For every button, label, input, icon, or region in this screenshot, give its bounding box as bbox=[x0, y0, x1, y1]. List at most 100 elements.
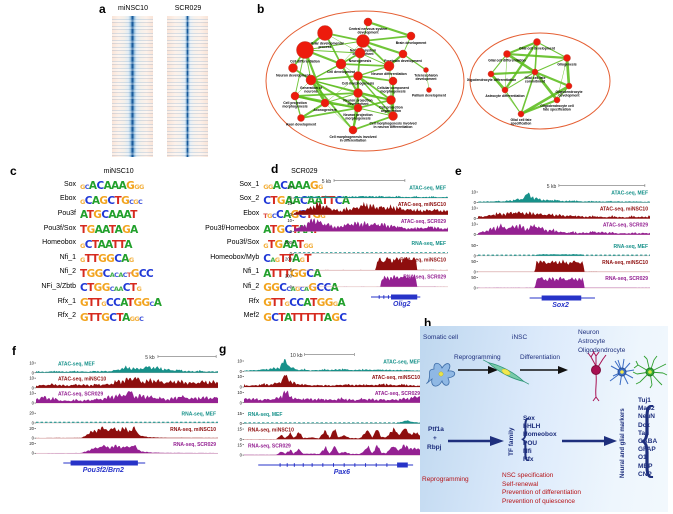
gene-exon-tick bbox=[286, 463, 288, 467]
signal-profile bbox=[244, 427, 422, 440]
track-label: ATAC-seq, MEF bbox=[58, 362, 95, 368]
motif-base: G bbox=[129, 314, 135, 323]
signal-profile bbox=[244, 374, 422, 387]
heatmap-label-minsc10: miNSC10 bbox=[118, 5, 148, 12]
motif-logo: ATTTGGCA bbox=[263, 264, 321, 280]
panel-g-tracks: 10 kb 10 0 ATAC-seq, MEF 10 0 ATAC-seq, miNSC1… bbox=[230, 350, 424, 481]
go-term-node bbox=[388, 111, 398, 121]
go-edge bbox=[506, 41, 538, 55]
track-ymin: 0 bbox=[32, 401, 35, 406]
track-ymin: 0 bbox=[290, 196, 293, 201]
go-edge bbox=[294, 92, 359, 97]
go-term-node bbox=[426, 87, 432, 93]
motif-base: A bbox=[292, 253, 300, 266]
reprogramming-red-label: Reprogramming bbox=[422, 476, 469, 483]
track-ymax: 10 bbox=[287, 218, 292, 223]
go-edge bbox=[357, 65, 390, 77]
motif-base: T bbox=[108, 224, 115, 237]
motif-base: T bbox=[130, 209, 137, 222]
go-edge bbox=[425, 69, 430, 91]
motif-base: A bbox=[94, 224, 103, 237]
go-term-node bbox=[563, 54, 571, 62]
motif-base: C bbox=[339, 311, 347, 324]
motif-base: G bbox=[290, 209, 300, 222]
panel-letter-b: b bbox=[257, 2, 265, 16]
atac-heatmap-minsc10 bbox=[112, 16, 153, 157]
motif-base: G bbox=[133, 197, 139, 206]
tf-brace: { bbox=[519, 409, 532, 466]
track-ymin: 0 bbox=[474, 216, 477, 221]
gene-exon-tick bbox=[322, 463, 324, 467]
go-edge bbox=[402, 53, 427, 71]
go-term-node bbox=[383, 60, 395, 72]
go-edge bbox=[367, 20, 412, 38]
motif-base: T bbox=[91, 253, 99, 266]
tf-family-label: TF family bbox=[508, 427, 515, 456]
go-term-label: Axonogenesis bbox=[313, 108, 336, 112]
motif-logo: GTTGCTAGGC bbox=[80, 308, 144, 324]
motif-base: G bbox=[263, 297, 272, 310]
motif-base: A bbox=[115, 209, 124, 222]
panel-letter-e: e bbox=[455, 164, 462, 178]
panel-letter-d: d bbox=[271, 162, 279, 176]
signal-profile bbox=[36, 365, 218, 373]
motif-base: C bbox=[300, 194, 308, 207]
motif-base: G bbox=[263, 241, 268, 250]
motif-base: C bbox=[289, 297, 297, 310]
factor-ptf1a: Ptf1a bbox=[428, 426, 444, 433]
motif-base: G bbox=[80, 256, 85, 265]
motif-logo: GCTATTTTTAGC bbox=[263, 308, 347, 324]
track-label: RNA-seq, MEF bbox=[182, 412, 216, 418]
tf-family-item: Homeobox bbox=[523, 431, 557, 439]
motif-base: A bbox=[302, 180, 310, 193]
track-label: RNA-seq, MEF bbox=[248, 412, 282, 418]
motif-row: Sox_1 GGACAAAGG bbox=[175, 177, 349, 192]
motif-base: G bbox=[80, 297, 88, 310]
track-ymin: 0 bbox=[474, 232, 477, 237]
motif-base: G bbox=[298, 267, 307, 280]
motif-base: C bbox=[263, 194, 271, 207]
go-term-node bbox=[348, 125, 358, 135]
motif-base: C bbox=[80, 282, 88, 295]
track-ymin: 0 bbox=[240, 400, 243, 405]
motif-base: A bbox=[287, 180, 295, 193]
fate-label: Neuron bbox=[578, 329, 600, 336]
motif-base: G bbox=[303, 241, 309, 250]
go-edge bbox=[324, 102, 359, 109]
track-ymin: 0 bbox=[32, 385, 35, 390]
track-label: ATAC-seq, MEF bbox=[611, 191, 648, 197]
go-term-label: Astrocyte differentiation bbox=[485, 94, 524, 98]
somatic-cell-label: Somatic cell bbox=[423, 334, 459, 341]
motif-base: T bbox=[296, 238, 304, 251]
motif-base: C bbox=[299, 285, 305, 294]
motif-base: A bbox=[323, 311, 332, 324]
go-edge bbox=[536, 41, 568, 59]
motif-base: G bbox=[320, 212, 326, 221]
nsc-function-item: Self-renewal bbox=[502, 480, 539, 488]
motif-row: Pou3f/Sox GTGAATGG bbox=[175, 235, 349, 250]
motif-base: T bbox=[277, 297, 285, 310]
motif-row: Rfx_1 GTTGCCATGGCA bbox=[14, 294, 162, 310]
go-term-label: Central nervous system development bbox=[349, 27, 387, 35]
track-ymin: 0 bbox=[240, 421, 243, 426]
signal-profile bbox=[294, 195, 448, 198]
motif-base: G bbox=[332, 300, 338, 309]
motif-base: T bbox=[126, 297, 134, 310]
motif-base: A bbox=[88, 180, 97, 193]
go-term-node bbox=[288, 63, 298, 73]
track-label: RNA-seq, SCR029 bbox=[605, 276, 648, 282]
go-edge bbox=[565, 57, 571, 87]
motif-row: Nfi_1 GTTGGCAG bbox=[14, 250, 161, 265]
motif-base: T bbox=[86, 209, 94, 222]
motif-name: Rfx_2 bbox=[57, 312, 76, 320]
motif-base: T bbox=[114, 194, 122, 207]
motif-logo: CTGAACAATTCA bbox=[263, 191, 350, 207]
motif-name: Rfx_1 bbox=[57, 297, 76, 305]
motif-base: C bbox=[296, 297, 304, 310]
motif-base: A bbox=[111, 180, 119, 193]
motif-name: Rfx bbox=[248, 297, 260, 305]
track-label: ATAC-seq, SCR029 bbox=[401, 219, 446, 225]
motif-base: A bbox=[91, 194, 100, 207]
go-edge bbox=[520, 84, 570, 116]
signal-profile bbox=[294, 257, 448, 271]
